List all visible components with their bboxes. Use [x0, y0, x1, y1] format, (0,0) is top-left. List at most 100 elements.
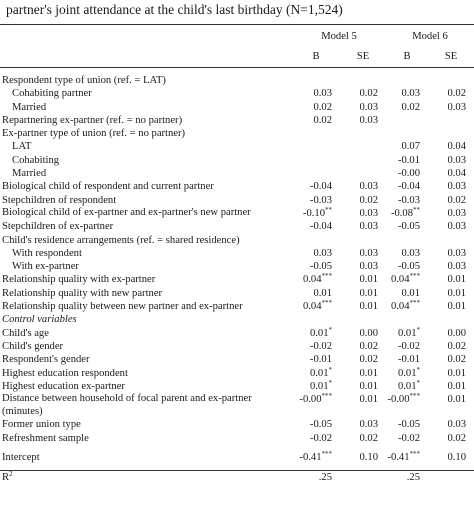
se5-cell: 0.03	[359, 207, 379, 219]
row-label: Stepchildren of ex-partner	[2, 221, 114, 233]
b5-cell	[292, 140, 340, 153]
se5-cell: 0.02	[359, 432, 379, 444]
se5-cell	[340, 140, 386, 153]
row-label: Respondent type of union (ref. = LAT)	[2, 75, 166, 86]
b6-cell: -0.08**	[390, 205, 421, 219]
b6-cell: -0.05	[397, 261, 421, 273]
se5-cell: 0.03	[359, 101, 379, 113]
se5-cell	[340, 470, 387, 485]
b6-cell: 0.01*	[397, 325, 421, 339]
b5-cell: -0.04	[309, 181, 332, 193]
b6-cell	[386, 114, 428, 127]
b6-cell: 0.02	[401, 101, 421, 113]
table-row: Child's residence arrangements (ref. = s…	[0, 234, 474, 247]
header-blank	[0, 24, 292, 47]
se5-cell: 0.01	[359, 380, 379, 392]
r-squared-row: R2.25.25	[0, 470, 474, 485]
se6-cell: 0.03	[447, 261, 467, 273]
regression-table: Model 5 Model 6 B SE B SE Respondent typ…	[0, 24, 474, 485]
se6-cell	[428, 74, 474, 87]
se6-cell: 0.02	[447, 432, 467, 444]
se5-cell: 0.01	[359, 367, 379, 379]
table-row: Relationship quality with ex-partner 0.04…	[0, 273, 474, 286]
table-row: Child's gender -0.02 0.02 -0.02 0.02	[0, 340, 474, 353]
b5-cell: 0.03	[313, 88, 332, 100]
b5-cell: 0.04***	[302, 272, 332, 286]
table-row: Respondent type of union (ref. = LAT)	[0, 74, 474, 87]
b6-cell: 0.04***	[390, 299, 421, 313]
se5-cell: 0.02	[359, 340, 379, 352]
se5-cell: 0.03	[359, 221, 379, 233]
b5-cell: -0.02	[309, 340, 332, 352]
se6-cell: 0.03	[447, 207, 467, 219]
se6-cell: 0.04	[447, 168, 467, 180]
b5-cell: -0.05	[309, 419, 332, 431]
se5-cell: 0.00	[359, 327, 379, 339]
row-label: Highest education ex-partner	[2, 380, 125, 392]
se6-cell	[428, 234, 474, 247]
row-label: Relationship quality between new partner…	[2, 301, 243, 313]
b5-cell: -0.10**	[302, 205, 332, 219]
row-label: With respondent	[12, 247, 82, 259]
b5-cell: 0.01	[313, 287, 332, 299]
b5-cell	[292, 127, 340, 140]
se6-header: SE	[428, 47, 474, 68]
b5-cell: 0.02	[313, 114, 332, 126]
se6-cell: 0.00	[447, 327, 467, 339]
row-label: Child's gender	[2, 340, 64, 352]
table-row: Cohabiting partner 0.03 0.02 0.03 0.02	[0, 87, 474, 100]
b5-cell: -0.00***	[299, 392, 332, 406]
b5-cell: -0.01	[309, 354, 332, 366]
table-row: Biological child of respondent and curre…	[0, 180, 474, 193]
b6-cell: 0.03	[401, 247, 421, 259]
se5-cell	[340, 127, 386, 140]
b5-cell	[292, 313, 340, 326]
se5-cell: 0.02	[359, 354, 379, 366]
header-blank	[0, 47, 292, 68]
table-row: Ex-partner type of union (ref. = no part…	[0, 127, 474, 140]
table-row: Control variables	[0, 313, 474, 326]
se6-cell: 0.03	[447, 154, 467, 166]
table-row: With ex-partner -0.05 0.03 -0.05 0.03	[0, 260, 474, 273]
model-header-row: Model 5 Model 6	[0, 24, 474, 47]
se6-cell: 0.10	[447, 451, 467, 463]
b5-cell: -0.03	[309, 194, 332, 206]
row-label: Refreshment sample	[2, 432, 89, 444]
se6-cell: 0.02	[447, 340, 467, 352]
b5-cell	[292, 167, 340, 180]
b6-cell: -0.41***	[387, 449, 421, 463]
b6-cell: 0.07	[401, 141, 421, 153]
se5-cell: 0.03	[359, 419, 379, 431]
b5-cell: .25	[292, 470, 340, 485]
b6-cell: -0.01	[397, 154, 421, 166]
table-row: Biological child of ex-partner and ex-pa…	[0, 205, 474, 220]
se6-cell: 0.01	[447, 380, 467, 392]
b6-cell: -0.02	[397, 340, 421, 352]
row-label: Intercept	[2, 451, 40, 463]
row-label: Cohabiting partner	[12, 88, 92, 100]
row-label: LAT	[12, 141, 32, 153]
b6-cell: 0.04***	[390, 272, 421, 286]
table-row: Respondent's gender -0.01 0.02 -0.01 0.02	[0, 353, 474, 366]
row-label: Ex-partner type of union (ref. = no part…	[2, 128, 186, 140]
r-squared-label: R2	[0, 470, 292, 485]
b6-cell: -0.00***	[387, 392, 421, 406]
b5-cell: -0.04	[309, 221, 332, 233]
se6-cell: 0.02	[447, 354, 467, 366]
table-row: Highest education respondent 0.01* 0.01 0.0…	[0, 366, 474, 380]
se6-cell	[428, 127, 474, 140]
table-row: Relationship quality between new partner…	[0, 300, 474, 313]
b6-cell	[386, 74, 428, 87]
column-header-row: B SE B SE	[0, 47, 474, 68]
b6-cell: -0.04	[397, 181, 421, 193]
b6-cell: -0.05	[397, 221, 421, 233]
se6-cell: 0.01	[447, 274, 467, 286]
b6-cell: -0.00	[397, 168, 421, 180]
table-row: Cohabiting -0.01 0.03	[0, 154, 474, 167]
intercept-row: Intercept -0.41*** 0.10 -0.41*** 0.10	[0, 449, 474, 464]
b5-cell: 0.02	[313, 101, 332, 113]
se6-cell: 0.03	[447, 181, 467, 193]
se5-cell: 0.02	[359, 194, 379, 206]
b6-cell: -0.03	[397, 194, 421, 206]
row-label: Distance between household of focal pare…	[2, 393, 252, 417]
